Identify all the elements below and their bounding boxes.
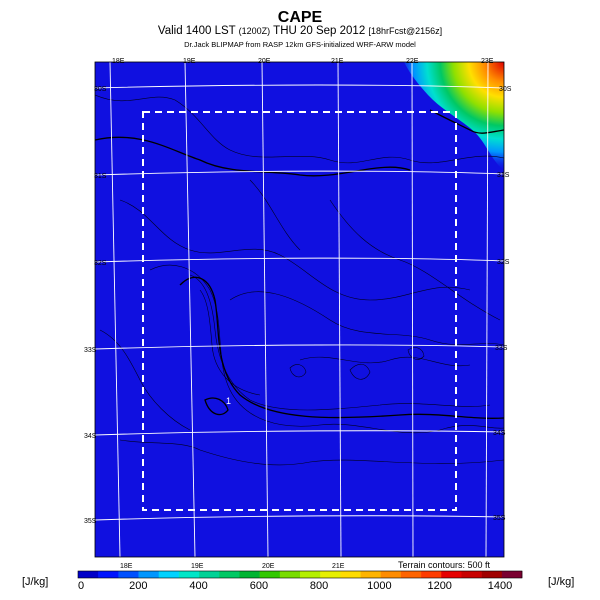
valid-time-label: Valid 1400 LST	[157, 25, 236, 37]
bottom-lon-label: 21E	[332, 563, 345, 570]
lat-lon-grid	[95, 62, 504, 557]
parallel-33s	[95, 344, 504, 350]
parallel-35s	[95, 515, 504, 521]
colorbar-swatch	[158, 571, 180, 578]
top-lon-label: 20E	[258, 58, 271, 65]
colorbar-swatch	[199, 571, 220, 578]
colorbar-swatch	[118, 571, 139, 578]
colorbar-tick-labels: 0 200 400 600 800 1000 1200 1400	[78, 580, 512, 592]
right-lat-label: 31S	[497, 172, 510, 179]
top-lon-labels: 18E 19E 20E 21E 22E 23E	[112, 58, 494, 65]
colorbar-swatch	[481, 571, 503, 578]
meridian-20e	[261, 62, 269, 557]
parallel-31s	[95, 170, 504, 176]
colorbar-swatch	[461, 571, 482, 578]
left-lat-label: 34S	[84, 433, 97, 440]
colorbar-tick-label: 200	[129, 580, 147, 592]
colorbar-swatch	[501, 571, 523, 578]
map-background	[95, 62, 504, 557]
utc-time-label: (1200Z)	[238, 26, 271, 36]
colorbar-unit-left: [J/kg]	[22, 576, 49, 588]
colorbar-swatch	[78, 571, 99, 578]
colorbar-swatch	[279, 571, 301, 578]
colorbar-swatch	[360, 571, 382, 578]
colorbar-swatch	[259, 571, 281, 578]
model-credit: Dr.Jack BLIPMAP from RASP 12km GFS-initi…	[184, 40, 416, 49]
bottom-lon-label: 19E	[191, 563, 204, 570]
bottom-lon-label: 18E	[120, 563, 133, 570]
right-lat-label: 30S	[499, 86, 512, 93]
right-lat-label: 34S	[493, 430, 506, 437]
valid-date-label: THU 20 Sep 2012	[273, 25, 366, 37]
high-cape-region	[404, 62, 504, 170]
colorbar-tick-label: 400	[189, 580, 207, 592]
right-lat-label: 35S	[493, 515, 506, 522]
colorbar-swatch	[219, 571, 240, 578]
inner-domain-box	[142, 111, 457, 511]
top-lon-label: 22E	[406, 58, 419, 65]
left-lat-label: 33S	[84, 347, 97, 354]
valid-time-subtitle: Valid 1400 LST (1200Z) THU 20 Sep 2012 […	[0, 25, 600, 37]
terrain-contours-note: Terrain contours: 500 ft	[398, 560, 491, 570]
colorbar-swatch	[138, 571, 160, 578]
top-lon-label: 19E	[183, 58, 196, 65]
top-lon-label: 18E	[112, 58, 125, 65]
colorbar-swatch	[239, 571, 260, 578]
colorbar-swatch	[320, 571, 341, 578]
colorbar-frame	[77, 570, 523, 579]
left-lat-label: 32S	[94, 260, 107, 267]
meridian-18e	[109, 62, 121, 557]
left-lat-label: 30S	[94, 86, 107, 93]
left-lat-label: 35S	[84, 518, 97, 525]
colorbar-swatch	[340, 571, 361, 578]
colorbar-swatch	[178, 571, 200, 578]
right-lat-label: 33S	[495, 345, 508, 352]
left-lat-labels: 30S 31S 32S 33S 34S 35S	[84, 86, 107, 525]
meridian-21e	[337, 62, 342, 557]
colorbar-tick-label: 800	[310, 580, 328, 592]
colorbar-tick-label: 0	[78, 580, 84, 592]
colorbar-tick-label: 1400	[488, 580, 512, 592]
parallel-32s	[95, 257, 504, 263]
terrain-contours	[95, 94, 504, 466]
right-lat-label: 32S	[497, 259, 510, 266]
right-lat-labels: 30S 31S 32S 33S 34S 35S	[493, 86, 512, 522]
colorbar-tick-label: 600	[250, 580, 268, 592]
colorbar-swatch	[421, 571, 442, 578]
colorbar-swatch	[400, 571, 422, 578]
colorbar-unit-right: [J/kg]	[548, 576, 575, 588]
bottom-lon-labels: 18E 19E 20E 21E	[120, 563, 345, 570]
forecast-info-label: [18hrFcst@2156z]	[368, 26, 443, 36]
meridian-23e	[485, 62, 489, 557]
plot-frame	[94, 61, 505, 558]
parallel-30s	[95, 84, 504, 89]
bottom-lon-label: 20E	[262, 563, 275, 570]
left-lat-label: 31S	[94, 173, 107, 180]
colorbar-swatch	[98, 571, 119, 578]
parallel-34s	[95, 430, 504, 436]
colorbar-swatch	[441, 571, 462, 578]
point-marker: 1	[226, 396, 231, 406]
top-lon-label: 23E	[481, 58, 494, 65]
colorbar-tick-label: 1200	[427, 580, 451, 592]
top-lon-label: 21E	[331, 58, 344, 65]
colorbar	[77, 570, 523, 579]
colorbar-swatch	[300, 571, 321, 578]
meridian-22e	[411, 62, 414, 557]
colorbar-swatch	[380, 571, 402, 578]
map-title: CAPE	[277, 9, 323, 26]
colorbar-tick-label: 1000	[367, 580, 391, 592]
meridian-19e	[184, 62, 196, 557]
